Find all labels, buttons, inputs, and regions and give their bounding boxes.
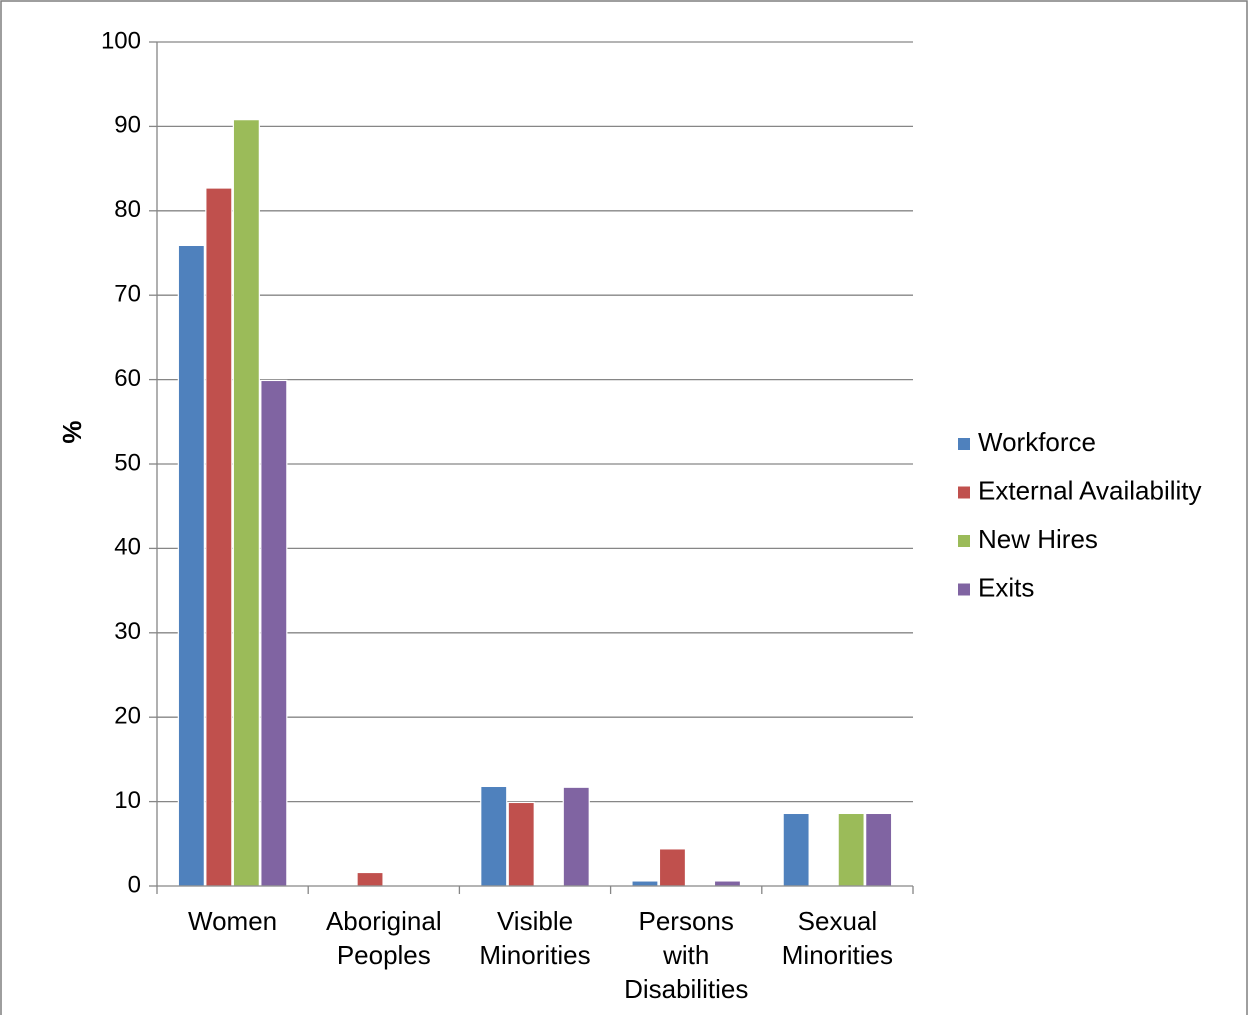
bar-new-hires — [837, 812, 865, 887]
y-tick-label: 80 — [114, 196, 141, 223]
bar-workforce — [782, 812, 810, 887]
y-tick-label: 40 — [114, 534, 141, 561]
legend-label: External Availability — [978, 475, 1202, 505]
y-tick-label: 20 — [114, 703, 141, 730]
x-category-label: Sexual Minorities — [782, 906, 893, 970]
y-tick-label: 60 — [114, 365, 141, 392]
legend-swatch — [958, 438, 970, 450]
x-category-label: Women — [188, 906, 277, 936]
y-tick-label: 90 — [114, 112, 141, 139]
y-tick-label: 50 — [114, 449, 141, 476]
x-category-label: Visible Minorities — [479, 906, 590, 970]
y-tick-label: 10 — [114, 787, 141, 814]
legend-swatch — [958, 486, 970, 499]
x-category-labels: Women Aboriginal Peoples Visible Minorities P… — [188, 906, 893, 1004]
bar-exits — [562, 786, 590, 887]
bar-external-availability — [658, 848, 687, 887]
x-category-label: Persons with Disabilities — [624, 906, 748, 1004]
legend-swatch — [958, 535, 970, 547]
bar-exits — [260, 379, 288, 887]
bar-workforce — [480, 785, 508, 887]
bar-workforce — [177, 244, 205, 887]
y-tick-label: 70 — [114, 281, 141, 308]
bars — [177, 119, 893, 887]
legend: Workforce External Availability New Hires E… — [958, 427, 1202, 602]
bar-exits — [713, 880, 742, 887]
y-tick-labels: 0 10 20 30 40 50 60 70 80 90 100 — [101, 27, 141, 898]
bar-exits — [865, 812, 893, 887]
x-category-label: Aboriginal Peoples — [326, 906, 442, 970]
y-tick-label: 100 — [101, 27, 141, 54]
legend-label: Workforce — [978, 427, 1096, 457]
y-tick-label: 30 — [114, 618, 141, 645]
legend-label: New Hires — [978, 524, 1098, 554]
legend-label: Exits — [978, 572, 1034, 602]
bar-new-hires — [232, 119, 260, 887]
y-tick-label: 0 — [128, 871, 141, 898]
legend-swatch — [958, 583, 970, 596]
axes — [149, 41, 914, 894]
y-axis-title: % — [57, 420, 87, 443]
bar-external-availability — [356, 871, 384, 887]
bar-external-availability — [205, 187, 233, 887]
bar-workforce — [631, 880, 659, 887]
bar-external-availability — [507, 801, 535, 887]
